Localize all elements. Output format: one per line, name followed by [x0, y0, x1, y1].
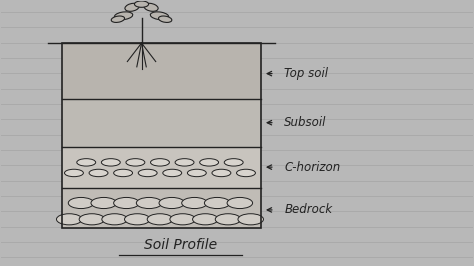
Ellipse shape [111, 16, 125, 22]
Ellipse shape [102, 214, 128, 225]
Ellipse shape [144, 3, 158, 11]
Ellipse shape [187, 169, 206, 177]
Text: Soil Profile: Soil Profile [144, 238, 217, 252]
Text: C-horizon: C-horizon [284, 161, 340, 174]
Ellipse shape [204, 197, 230, 209]
Ellipse shape [237, 169, 255, 177]
Ellipse shape [138, 169, 157, 177]
Ellipse shape [224, 159, 243, 166]
Ellipse shape [238, 214, 264, 225]
Ellipse shape [150, 12, 169, 20]
Ellipse shape [125, 3, 139, 11]
Ellipse shape [101, 159, 120, 166]
Ellipse shape [151, 159, 169, 166]
Ellipse shape [175, 159, 194, 166]
Bar [62, 99, 261, 147]
Ellipse shape [200, 159, 219, 166]
Ellipse shape [114, 197, 139, 209]
Bar [62, 43, 261, 228]
Ellipse shape [114, 12, 133, 20]
Ellipse shape [137, 197, 162, 209]
Ellipse shape [91, 197, 117, 209]
Bar [62, 188, 261, 228]
Text: Bedrock: Bedrock [284, 203, 332, 217]
Ellipse shape [159, 197, 184, 209]
Ellipse shape [163, 169, 182, 177]
Ellipse shape [182, 197, 207, 209]
Ellipse shape [89, 169, 108, 177]
Ellipse shape [68, 197, 94, 209]
Ellipse shape [192, 214, 218, 225]
Bar [62, 43, 261, 99]
Ellipse shape [64, 169, 83, 177]
Ellipse shape [135, 1, 149, 7]
Ellipse shape [212, 169, 231, 177]
Bar [62, 147, 261, 188]
Ellipse shape [77, 159, 96, 166]
Ellipse shape [158, 16, 172, 22]
Ellipse shape [125, 214, 150, 225]
Ellipse shape [147, 214, 173, 225]
Text: Top soil: Top soil [284, 67, 328, 80]
Ellipse shape [56, 214, 82, 225]
Ellipse shape [79, 214, 105, 225]
Text: Subsoil: Subsoil [284, 116, 327, 129]
Ellipse shape [215, 214, 241, 225]
Ellipse shape [126, 159, 145, 166]
Ellipse shape [170, 214, 195, 225]
Ellipse shape [227, 197, 253, 209]
Ellipse shape [114, 169, 133, 177]
